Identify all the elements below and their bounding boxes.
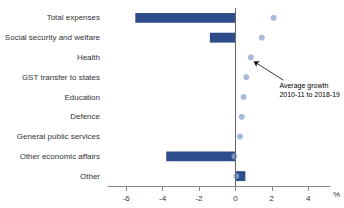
- svg-text:Education: Education: [64, 93, 100, 102]
- svg-text:2: 2: [270, 194, 275, 203]
- svg-text:-4: -4: [159, 194, 167, 203]
- svg-text:2010-11 to 2018-19: 2010-11 to 2018-19: [279, 91, 340, 98]
- svg-text:Health: Health: [77, 53, 100, 62]
- svg-text:4: 4: [306, 194, 311, 203]
- svg-text:-6: -6: [123, 194, 131, 203]
- svg-text:Other economic affairs: Other economic affairs: [20, 152, 100, 161]
- svg-text:Social security and welfare: Social security and welfare: [5, 33, 101, 42]
- svg-text:Average growth: Average growth: [279, 82, 328, 90]
- svg-text:Total expenses: Total expenses: [47, 13, 100, 22]
- svg-text:0: 0: [233, 194, 238, 203]
- svg-text:-2: -2: [195, 194, 203, 203]
- svg-text:%: %: [333, 190, 340, 199]
- svg-text:Other: Other: [80, 172, 100, 181]
- svg-text:General public services: General public services: [17, 132, 100, 141]
- svg-text:GST transfer to states: GST transfer to states: [22, 73, 100, 82]
- svg-text:Defence: Defence: [70, 112, 100, 121]
